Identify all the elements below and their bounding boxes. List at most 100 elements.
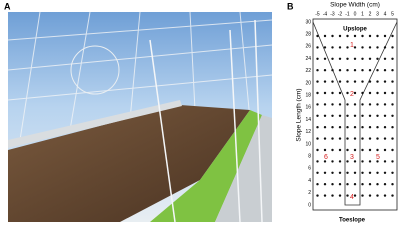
sample-dot xyxy=(361,137,364,140)
sample-dot xyxy=(353,114,357,118)
sample-dot xyxy=(331,69,334,72)
panel-label: B xyxy=(287,1,294,11)
sample-dot xyxy=(361,91,364,95)
sample-dot xyxy=(323,126,327,129)
sample-dot xyxy=(353,46,357,49)
sample-dot xyxy=(331,103,334,106)
sample-dot xyxy=(338,46,342,49)
sample-dot xyxy=(368,80,372,83)
y-axis-label: Slope Length (cm) xyxy=(296,88,303,141)
sample-dot xyxy=(376,148,379,152)
sample-dot xyxy=(383,171,387,174)
sample-dot xyxy=(353,91,357,95)
y-tick-label: 26 xyxy=(305,44,311,50)
x-tick-label: -4 xyxy=(323,11,328,17)
sample-dot xyxy=(368,171,372,174)
sample-dot xyxy=(338,57,342,60)
sample-dot xyxy=(391,183,394,186)
sample-dot xyxy=(346,34,349,38)
sample-dot xyxy=(361,148,364,152)
y-tick-label: 4 xyxy=(308,178,311,184)
sample-dot xyxy=(376,171,379,174)
sample-dot xyxy=(376,69,379,72)
sample-dot xyxy=(331,57,334,60)
sample-dot xyxy=(338,69,342,72)
x-tick-label: 5 xyxy=(391,11,394,17)
sample-dot xyxy=(376,183,379,186)
sample-dot xyxy=(391,114,394,118)
sample-dot xyxy=(323,194,327,197)
sample-grid xyxy=(316,34,394,197)
sample-dot xyxy=(383,160,387,163)
sample-dot xyxy=(361,114,364,118)
sample-dot xyxy=(353,194,357,197)
sample-dot xyxy=(368,46,372,49)
sample-dot xyxy=(391,194,394,197)
sample-dot xyxy=(383,194,387,197)
x-tick-label: 3 xyxy=(376,11,379,17)
sample-dot xyxy=(391,103,394,106)
sample-dot xyxy=(323,46,327,49)
sample-dot xyxy=(346,194,349,197)
sample-dot xyxy=(331,114,334,118)
sample-dot xyxy=(346,103,349,106)
sample-dot xyxy=(316,194,319,197)
y-tick-label: 28 xyxy=(305,32,311,38)
sample-dot xyxy=(316,137,319,140)
sample-dot xyxy=(346,80,349,83)
sample-dot xyxy=(361,160,364,163)
y-tick-label: 30 xyxy=(305,19,311,25)
sample-dot xyxy=(353,69,357,72)
sample-dot xyxy=(316,80,319,83)
sample-dot xyxy=(346,114,349,118)
y-tick-label: 20 xyxy=(305,80,311,86)
sample-dot xyxy=(316,183,319,186)
sample-dot xyxy=(316,148,319,152)
sample-dot xyxy=(361,69,364,72)
y-tick-label: 24 xyxy=(305,56,311,62)
sample-dot xyxy=(368,137,372,140)
sample-dot xyxy=(383,183,387,186)
sample-dot xyxy=(331,148,334,152)
sample-dot xyxy=(376,126,379,129)
sample-dot xyxy=(331,183,334,186)
sample-dot xyxy=(338,34,342,38)
sample-dot xyxy=(331,80,334,83)
sample-dot xyxy=(338,126,342,129)
y-tick-label: 12 xyxy=(305,129,311,135)
y-tick-label: 2 xyxy=(308,190,311,196)
sample-dot xyxy=(383,126,387,129)
sample-dot xyxy=(316,69,319,72)
sample-dot xyxy=(331,91,334,95)
sample-dot xyxy=(323,34,327,38)
sample-dot xyxy=(361,80,364,83)
sample-dot xyxy=(338,160,342,163)
sample-dot xyxy=(383,137,387,140)
sample-dot xyxy=(331,137,334,140)
sample-dot xyxy=(323,114,327,118)
zone-label: 2 xyxy=(350,91,354,98)
sample-dot xyxy=(331,126,334,129)
sample-dot xyxy=(353,160,357,163)
sample-dot xyxy=(316,171,319,174)
top-label: Upslope xyxy=(343,27,367,33)
sample-dot xyxy=(346,148,349,152)
sample-dot xyxy=(383,34,387,38)
sample-dot xyxy=(323,148,327,152)
sample-dot xyxy=(391,57,394,60)
sample-dot xyxy=(338,91,342,95)
sample-dot xyxy=(383,103,387,106)
sample-dot xyxy=(391,148,394,152)
sample-dot xyxy=(331,171,334,174)
sample-dot xyxy=(376,194,379,197)
zone-label: 1 xyxy=(350,42,354,49)
sample-dot xyxy=(346,183,349,186)
sample-dot xyxy=(376,91,379,95)
sample-dot xyxy=(346,91,349,95)
sample-dot xyxy=(391,46,394,49)
sample-dot xyxy=(338,194,342,197)
sample-dot xyxy=(353,57,357,60)
sample-dot xyxy=(368,57,372,60)
zone-label: 5 xyxy=(376,154,380,161)
y-tick-label: 18 xyxy=(305,93,311,99)
